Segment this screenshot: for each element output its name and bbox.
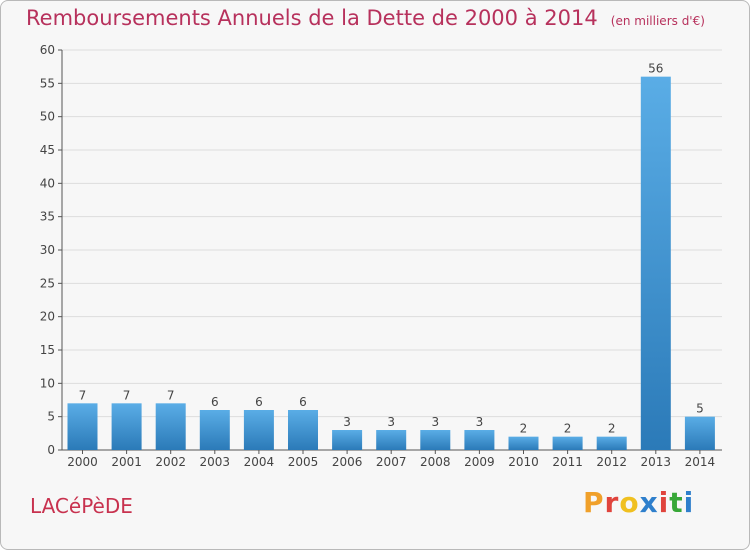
logo-letter: t [669,486,684,519]
bars [67,76,715,451]
y-tick-label: 30 [40,243,55,257]
bar-2002 [155,403,186,450]
x-tick-label: 2005 [288,455,319,469]
chart-unit-text: (en milliers d'€) [610,14,705,28]
bar-2012 [596,436,627,450]
x-tick-label: 2012 [596,455,627,469]
data-label: 7 [167,388,175,402]
data-label: 2 [564,422,572,436]
labels: 2000 7 2001 7 2002 7 2003 6 2004 6 2005 6 2006 3 2007 3… [67,62,715,469]
bar-2005 [288,410,318,450]
data-label: 3 [431,415,439,429]
data-label: 6 [255,395,263,409]
y-tick-label: 50 [40,110,55,124]
bar-2013 [640,76,671,451]
y-tick-label: 10 [40,376,55,390]
x-tick-label: 2010 [508,455,539,469]
data-label: 6 [299,395,307,409]
x-tick-label: 2002 [155,455,186,469]
bar-2011 [552,436,583,450]
x-tick-label: 2000 [67,455,98,469]
logo-letter: r [604,486,620,519]
bar-2010 [508,436,539,450]
data-label: 5 [696,402,704,416]
y-tick-label: 20 [40,310,55,324]
x-tick-label: 2001 [111,455,142,469]
x-tick-label: 2014 [685,455,716,469]
x-tick-label: 2004 [244,455,275,469]
data-label: 7 [79,388,87,402]
data-label: 3 [476,415,484,429]
data-label: 2 [520,422,528,436]
proxiti-logo: Proxiti [583,486,694,519]
bar-2014 [684,416,715,450]
y-tick-label: 15 [40,343,55,357]
y-tick-label: 5 [47,410,55,424]
town-name: LACéPèDE [30,494,133,518]
grid-lines [62,49,722,418]
logo-letter: P [583,486,605,519]
bar-2001 [111,403,142,450]
bar-2008 [420,430,451,450]
y-tick-label: 60 [40,43,55,57]
y-tick-label: 40 [40,176,55,190]
data-label: 3 [387,415,395,429]
y-tick-label: 0 [47,443,55,457]
bar-2004 [243,410,274,450]
bar-2009 [464,430,495,450]
x-tick-label: 2006 [332,455,363,469]
x-tick-label: 2009 [464,455,495,469]
x-tick-label: 2011 [552,455,583,469]
y-tick-label: 55 [40,76,55,90]
data-label: 56 [648,62,663,76]
data-label: 3 [343,415,351,429]
chart-title: Remboursements Annuels de la Dette de 20… [26,6,705,30]
bar-2007 [376,430,407,450]
logo-letter: o [619,486,640,519]
y-tick-label: 25 [40,276,55,290]
bar-2000 [67,403,98,450]
chart-title-text: Remboursements Annuels de la Dette de 20… [26,6,598,30]
y-tick-label: 45 [40,143,55,157]
bar-2006 [332,430,363,450]
bar-2003 [199,410,230,450]
y-tick-label: 35 [40,210,55,224]
x-tick-label: 2013 [641,455,672,469]
data-label: 2 [608,422,616,436]
data-label: 7 [123,388,131,402]
logo-letter: i [683,486,695,519]
logo-letter: x [639,486,659,519]
logo-letter: i [658,486,670,519]
data-label: 6 [211,395,219,409]
x-tick-label: 2003 [200,455,231,469]
x-tick-label: 2007 [376,455,407,469]
x-tick-label: 2008 [420,455,451,469]
